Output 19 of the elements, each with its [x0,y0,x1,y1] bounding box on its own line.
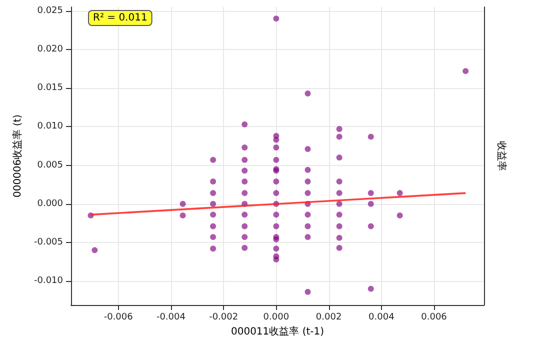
y-tick-label: 0.020 [37,44,64,54]
y-tick-label: 0.025 [37,6,63,16]
x-tick-label: 0.004 [368,312,395,322]
x-tick-label: -0.006 [104,312,134,322]
x-tick-label: -0.004 [156,312,186,322]
y-tick-label: -0.005 [34,237,63,248]
x-tick-label: -0.002 [209,312,238,322]
y-tick-label: 0.005 [37,160,63,170]
y-tick-label: 0.000 [37,198,64,209]
y-tick-label: 0.015 [37,83,63,94]
y-tick-label: -0.010 [34,276,64,286]
annotation: R² = 0.011 [93,12,148,24]
y2-axis-title: 收益率 [496,141,508,171]
y-axis-title: 000006收益率 (t) [12,114,24,198]
x-tick-label: 0.002 [316,312,342,322]
y-tick-label: 0.010 [37,122,64,132]
x-tick-label: 0.006 [421,312,448,322]
x-axis-title: 000011收益率 (t-1) [230,326,324,338]
x-tick-label: 0.000 [263,312,290,322]
